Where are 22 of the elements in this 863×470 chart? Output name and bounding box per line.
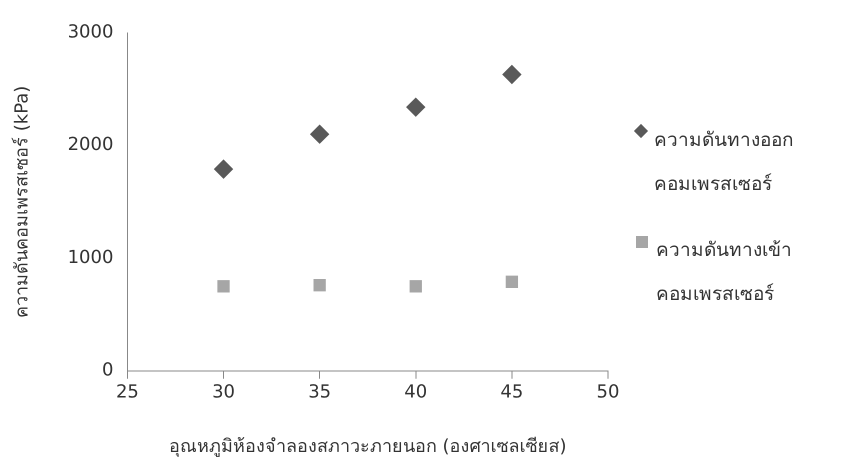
- y-tick-label: 2000: [68, 134, 114, 156]
- y-tick-label: 1000: [68, 246, 114, 268]
- x-tick-label: 30: [212, 381, 235, 402]
- x-tick-label: 40: [404, 381, 428, 402]
- point: [406, 98, 426, 117]
- point: [506, 276, 518, 288]
- point: [310, 124, 330, 144]
- y-tick-label: 0: [102, 359, 114, 380]
- legend-label: ความดันทางออกคอมเพรสเซอร์: [654, 128, 795, 197]
- point: [313, 279, 326, 292]
- x-axis-title: อุณหภูมิห้องจำลองสภาวะภายนอก (องศาเซลเซียส): [168, 436, 567, 457]
- legend-label: ความดันทางเข้าคอมเพรสเซอร์: [656, 238, 793, 307]
- point: [410, 280, 422, 292]
- point: [502, 64, 522, 84]
- y-axis-title: ความดันคอมเพรสเซอร์ (kPa): [11, 86, 32, 318]
- point: [214, 160, 234, 179]
- x-tick-label: 45: [500, 381, 524, 402]
- point: [217, 280, 230, 292]
- x-tick-label: 35: [308, 381, 332, 402]
- y-tick-label: 3000: [68, 21, 114, 42]
- x-tick-label: 50: [596, 381, 620, 402]
- x-tick-label: 25: [116, 381, 139, 402]
